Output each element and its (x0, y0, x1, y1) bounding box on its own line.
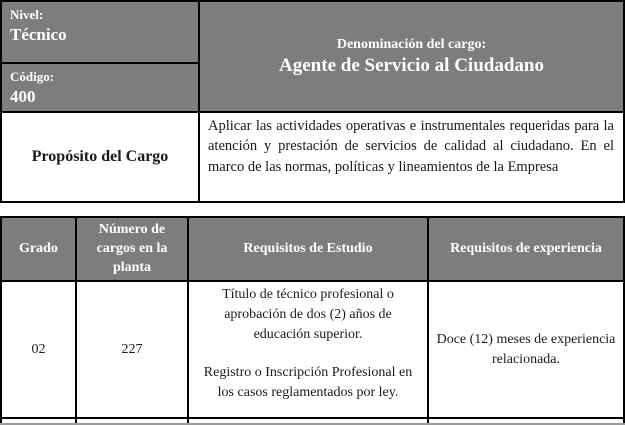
header-numero-cargos: Número de cargos en la planta (75, 215, 189, 283)
requisitos-estudio-parrafo-2: Registro o Inscripción Profesional en lo… (203, 365, 413, 400)
cut-cell (0, 417, 77, 425)
numero-cargos-value: 227 (75, 280, 189, 420)
cargo-info-table: Nivel: Técnico Denominación del cargo: A… (0, 0, 625, 203)
proposito-label-cell: Propósito del Cargo (0, 110, 200, 203)
table-row: 02 227 Título de técnico profesional o a… (0, 280, 625, 420)
table-gap (0, 202, 625, 216)
header-requisitos-estudio: Requisitos de Estudio (187, 215, 429, 283)
requisitos-estudio-parrafo-1: Título de técnico profesional o aprobaci… (222, 287, 394, 342)
denominacion-label: Denominación del cargo: (336, 36, 487, 52)
nivel-label: Nivel: (10, 7, 44, 22)
requisitos-experiencia-cell: Doce (12) meses de experiencia relaciona… (427, 280, 625, 420)
paragraph-spacer (195, 344, 421, 363)
codigo-value: 400 (10, 86, 36, 106)
denominacion-value: Agente de Servicio al Ciudadano (279, 55, 544, 77)
denominacion-cell: Denominación del cargo: Agente de Servic… (198, 0, 625, 113)
cut-off-row (0, 417, 625, 425)
requisitos-table: Grado Número de cargos en la planta Requ… (0, 215, 625, 425)
codigo-cell: Código: 400 (0, 62, 200, 113)
cut-cell (427, 417, 625, 425)
codigo-label: Código: (10, 69, 55, 84)
nivel-cell: Nivel: Técnico (0, 0, 200, 64)
header-grado: Grado (0, 215, 77, 283)
nivel-value: Técnico (10, 24, 67, 44)
cut-cell (75, 417, 189, 425)
requisitos-estudio-cell: Título de técnico profesional o aprobaci… (187, 280, 429, 420)
proposito-text-cell: Aplicar las actividades operativas e ins… (198, 110, 625, 203)
grado-value: 02 (0, 280, 77, 420)
bottom-cutoff-shadow (0, 423, 625, 425)
header-requisitos-experiencia: Requisitos de experiencia (427, 215, 625, 283)
cut-cell (187, 417, 429, 425)
